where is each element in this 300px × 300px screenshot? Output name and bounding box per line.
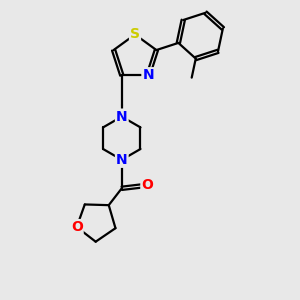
Text: N: N: [116, 110, 128, 124]
Text: N: N: [142, 68, 154, 82]
Text: N: N: [116, 153, 128, 167]
Text: S: S: [130, 28, 140, 41]
Text: O: O: [71, 220, 82, 234]
Text: O: O: [141, 178, 153, 192]
